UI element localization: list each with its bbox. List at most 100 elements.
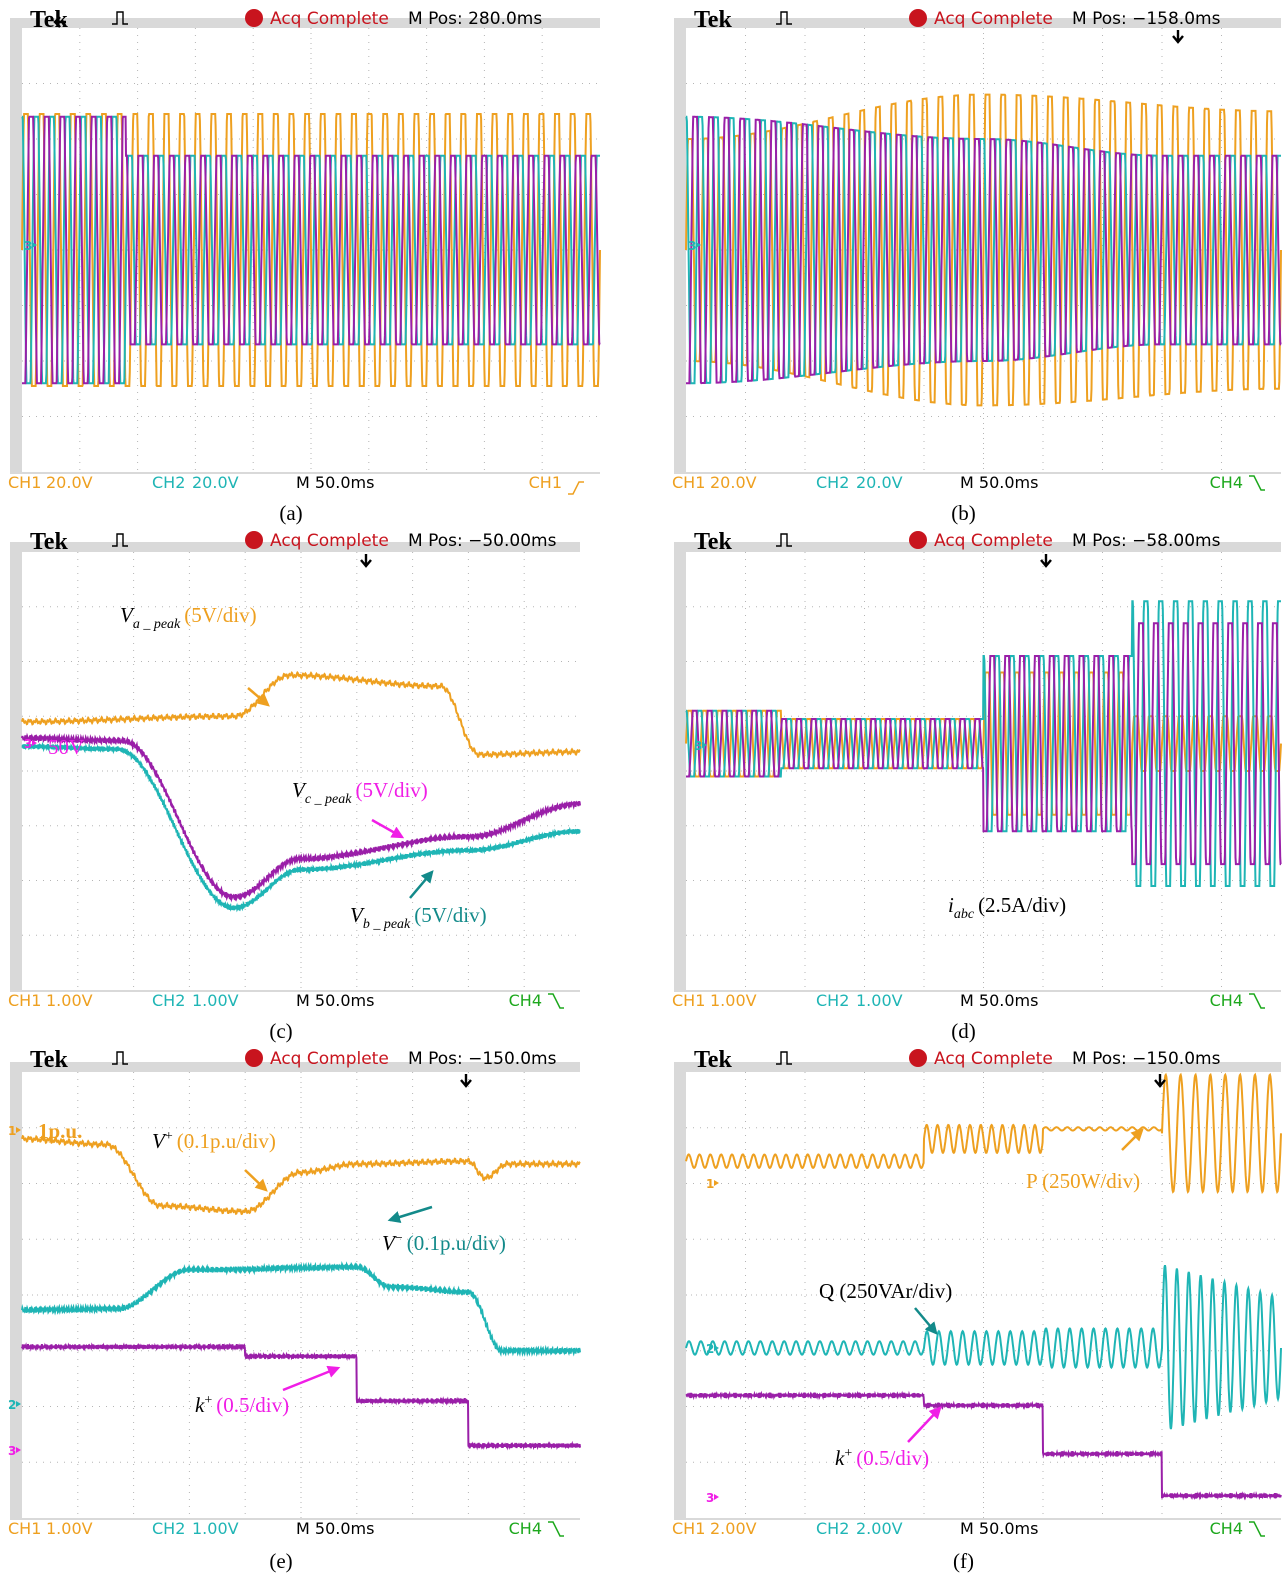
symbol: k — [195, 1393, 205, 1417]
channel-marker: 2 — [8, 1398, 16, 1412]
waveform — [685, 1072, 1282, 1194]
trigger-position — [460, 1074, 472, 1088]
marker-arrow — [16, 1127, 21, 1133]
annotation: Vc _ peak (5V/div) — [292, 778, 428, 807]
annotation-label: (0.5/div) — [856, 1446, 929, 1470]
trigger-position — [1154, 1074, 1166, 1088]
ch1-scale: 1.00V — [46, 1519, 93, 1538]
m-pos: M Pos: 280.0ms — [408, 9, 542, 29]
waveform — [21, 1342, 581, 1451]
trigger-position — [53, 16, 66, 28]
marker-arrow — [16, 1447, 21, 1453]
waveform — [686, 115, 1282, 385]
waveform — [685, 115, 1281, 385]
acq-icon — [776, 11, 792, 25]
trigger-source: CH1 — [529, 473, 562, 492]
annotation: V+ (0.1p.u/div) — [152, 1129, 276, 1153]
brand: Tek — [694, 7, 732, 33]
annotation-label: (0.1p.u/div) — [407, 1231, 506, 1255]
annotation-label: P (250W/div) — [1026, 1169, 1140, 1193]
subscript: a _ peak — [133, 617, 181, 632]
brand: Tek — [30, 1047, 68, 1073]
ch2-label: CH2 — [816, 473, 849, 492]
annotation: Vb _ peak (5V/div) — [350, 903, 487, 932]
trigger-source: CH4 — [1210, 1519, 1243, 1538]
marker-arrow — [714, 1180, 719, 1186]
scope-panel: Tek Acq Complete M Pos: −58.00ms CH1 1.00V CH… — [672, 529, 1282, 1043]
annotation-label: (5V/div) — [184, 603, 256, 627]
scope-panel: Tek Acq Complete M Pos: 280.0ms CH1 20.0V CH2… — [8, 7, 601, 525]
ch2-scale: 1.00V — [856, 991, 903, 1010]
symbol: V — [350, 903, 365, 927]
run-indicator — [909, 9, 927, 27]
scope-panel: Tek Acq Complete M Pos: −158.0ms CH1 20.0V CH… — [672, 7, 1282, 525]
annotation-arrow — [1121, 1128, 1144, 1151]
subscript: abc — [954, 907, 975, 922]
ch2-scale: 1.00V — [192, 1519, 239, 1538]
acq-status: Acq Complete — [934, 1049, 1053, 1069]
marker-arrow — [714, 1494, 719, 1500]
caption: (a) — [279, 501, 302, 525]
scope-panel: Tek Acq Complete M Pos: −50.00ms CH1 1.00V CH… — [8, 529, 581, 1043]
acq-status: Acq Complete — [270, 531, 389, 551]
waveform — [686, 622, 1282, 866]
marker-arrow — [702, 742, 707, 748]
timebase: M 50.0ms — [960, 1519, 1038, 1538]
annotation: P (250W/div) — [1026, 1169, 1140, 1193]
brand: Tek — [30, 7, 68, 33]
ch2-label: CH2 — [152, 991, 185, 1010]
annotation: Q (250VAr/div) — [819, 1279, 952, 1303]
channel-marker: 3 — [8, 1444, 16, 1458]
trigger-position — [1172, 30, 1184, 44]
annotation-label: (0.5/div) — [216, 1393, 289, 1417]
channel-marker: 3 — [24, 239, 32, 253]
waveform — [21, 741, 581, 913]
channel-marker: 3 — [688, 239, 696, 253]
superscript: − — [395, 1231, 403, 1246]
acq-icon — [776, 533, 792, 547]
annotation-arrow — [371, 818, 405, 839]
superscript: + — [844, 1446, 852, 1461]
annotation-arrow — [244, 1169, 268, 1192]
timebase: M 50.0ms — [296, 1519, 374, 1538]
channel-marker: 3 — [694, 739, 702, 753]
marker-arrow — [32, 740, 37, 746]
marker-arrow — [714, 1345, 719, 1351]
ch1-label: CH1 — [672, 1519, 705, 1538]
annotation-arrow — [282, 1365, 341, 1392]
caption: (e) — [269, 1549, 292, 1573]
superscript: + — [165, 1129, 173, 1144]
ch1-label: CH1 — [8, 473, 41, 492]
waveform — [21, 1260, 581, 1357]
symbol: k — [835, 1446, 845, 1470]
ch2-label: CH2 — [816, 991, 849, 1010]
ch1-scale: 1.00V — [710, 991, 757, 1010]
ch2-label: CH2 — [152, 473, 185, 492]
superscript: + — [204, 1393, 212, 1408]
annotation-arrow — [914, 1307, 938, 1335]
run-indicator — [245, 531, 263, 549]
m-pos: M Pos: −58.00ms — [1072, 531, 1221, 551]
symbol: i — [948, 893, 954, 917]
run-indicator — [245, 9, 263, 27]
scope-panel: Tek Acq Complete M Pos: −150.0ms CH1 2.00V CH… — [672, 1047, 1282, 1573]
annotation-label: (5V/div) — [414, 903, 486, 927]
channel-marker: 3 — [24, 737, 32, 751]
symbol: V — [382, 1231, 397, 1255]
symbol: V — [292, 778, 307, 802]
m-pos: M Pos: −50.00ms — [408, 531, 557, 551]
waveform — [21, 732, 581, 903]
acq-icon — [112, 11, 128, 25]
waveform — [21, 1134, 581, 1216]
trigger-source: CH4 — [1210, 473, 1243, 492]
trigger-slope — [1249, 1521, 1265, 1537]
marker-arrow — [32, 242, 37, 248]
acq-status: Acq Complete — [934, 531, 1053, 551]
ch2-scale: 2.00V — [856, 1519, 903, 1538]
annotation-arrow — [247, 687, 270, 707]
trigger-slope — [548, 1521, 564, 1537]
waveform — [685, 1390, 1282, 1501]
annotation: k+ (0.5/div) — [835, 1446, 929, 1470]
symbol: V — [152, 1129, 167, 1153]
waveform — [22, 115, 601, 385]
